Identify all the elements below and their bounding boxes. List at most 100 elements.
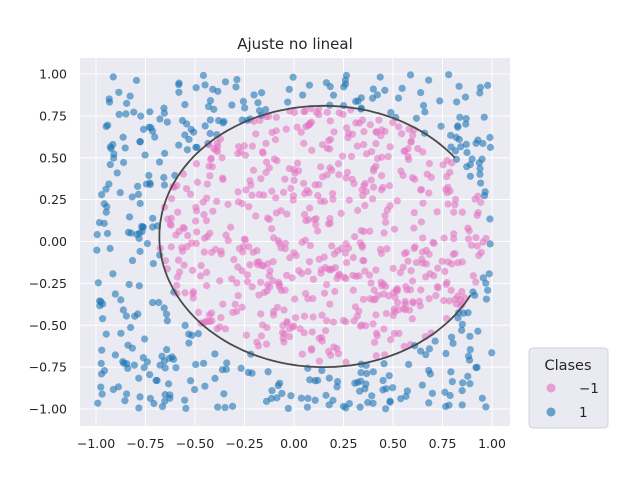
point-class-1 xyxy=(445,71,453,79)
point-class-minus1 xyxy=(271,135,280,144)
point-class-minus1 xyxy=(191,217,200,225)
y-tick-label: 0.50 xyxy=(39,150,67,165)
point-class-1 xyxy=(155,158,164,166)
point-class-1 xyxy=(194,330,202,338)
point-class-minus1 xyxy=(176,268,184,276)
point-class-1 xyxy=(486,240,494,248)
point-class-minus1 xyxy=(217,250,225,258)
point-class-1 xyxy=(398,84,406,92)
point-class-minus1 xyxy=(203,232,211,241)
point-class-minus1 xyxy=(257,175,265,183)
point-class-minus1 xyxy=(192,160,201,168)
point-class-1 xyxy=(188,331,196,339)
point-class-1 xyxy=(146,394,155,403)
point-class-minus1 xyxy=(343,124,351,132)
point-class-minus1 xyxy=(399,263,407,271)
point-class-minus1 xyxy=(457,302,465,310)
point-class-1 xyxy=(447,143,455,151)
point-class-minus1 xyxy=(472,234,480,242)
point-class-1 xyxy=(125,213,134,221)
point-class-minus1 xyxy=(306,204,314,212)
point-class-minus1 xyxy=(259,262,268,270)
point-class-minus1 xyxy=(302,289,310,298)
point-class-1 xyxy=(356,403,364,411)
point-class-minus1 xyxy=(449,250,457,258)
point-class-1 xyxy=(140,364,148,372)
point-class-1 xyxy=(447,131,455,139)
point-class-minus1 xyxy=(425,189,433,197)
y-tick-label: 0.75 xyxy=(39,108,67,123)
point-class-minus1 xyxy=(197,272,205,280)
point-class-1 xyxy=(364,398,372,407)
y-tick-label: −0.50 xyxy=(29,318,67,333)
point-class-minus1 xyxy=(477,198,485,206)
point-class-1 xyxy=(211,374,219,382)
point-class-minus1 xyxy=(469,272,477,280)
point-class-minus1 xyxy=(444,200,452,208)
point-class-1 xyxy=(304,394,312,402)
point-class-1 xyxy=(106,161,114,169)
point-class-1 xyxy=(239,97,248,105)
point-class-minus1 xyxy=(291,169,299,177)
point-class-minus1 xyxy=(369,320,377,328)
point-class-minus1 xyxy=(464,224,472,232)
point-class-minus1 xyxy=(417,286,425,294)
point-class-1 xyxy=(172,364,180,372)
point-class-minus1 xyxy=(351,233,359,241)
point-class-1 xyxy=(199,71,208,80)
point-class-1 xyxy=(223,359,231,367)
point-class-1 xyxy=(325,374,333,382)
point-class-1 xyxy=(163,346,171,354)
legend-marker-minus1 xyxy=(546,383,556,393)
point-class-1 xyxy=(303,403,312,411)
point-class-1 xyxy=(220,390,228,398)
point-class-1 xyxy=(166,394,174,402)
point-class-minus1 xyxy=(209,207,217,215)
point-class-1 xyxy=(206,116,214,124)
point-class-minus1 xyxy=(239,248,247,256)
point-class-minus1 xyxy=(375,116,383,124)
point-class-1 xyxy=(93,246,101,254)
point-class-1 xyxy=(116,189,124,197)
point-class-minus1 xyxy=(269,277,277,285)
point-class-minus1 xyxy=(327,351,335,359)
point-class-1 xyxy=(351,379,359,387)
point-class-minus1 xyxy=(433,208,441,216)
data-points xyxy=(93,71,496,413)
point-class-minus1 xyxy=(193,178,202,186)
point-class-1 xyxy=(425,76,433,84)
point-class-minus1 xyxy=(384,152,392,161)
point-class-minus1 xyxy=(318,311,326,319)
point-class-1 xyxy=(115,110,123,119)
point-class-1 xyxy=(94,279,102,287)
point-class-1 xyxy=(258,89,266,97)
point-class-minus1 xyxy=(342,318,350,326)
point-class-minus1 xyxy=(425,160,433,168)
point-class-minus1 xyxy=(467,241,476,249)
point-class-1 xyxy=(437,122,445,130)
point-class-1 xyxy=(100,367,109,375)
point-class-minus1 xyxy=(301,107,309,115)
point-class-minus1 xyxy=(308,328,316,336)
point-class-minus1 xyxy=(301,189,309,198)
decision-boundary-curve xyxy=(158,104,472,368)
point-class-1 xyxy=(145,171,153,180)
point-class-minus1 xyxy=(290,322,298,330)
point-class-minus1 xyxy=(219,300,227,308)
point-class-minus1 xyxy=(403,286,411,294)
point-class-minus1 xyxy=(272,194,280,202)
point-class-1 xyxy=(124,364,132,373)
point-class-minus1 xyxy=(279,322,287,330)
point-class-1 xyxy=(119,133,127,141)
point-class-minus1 xyxy=(326,117,334,125)
point-class-minus1 xyxy=(229,308,237,317)
point-class-1 xyxy=(322,391,330,399)
point-class-minus1 xyxy=(381,127,389,136)
point-class-minus1 xyxy=(249,166,258,174)
point-class-1 xyxy=(135,404,143,412)
point-class-1 xyxy=(267,394,276,403)
point-class-1 xyxy=(333,377,342,386)
point-class-minus1 xyxy=(317,163,325,171)
point-class-1 xyxy=(306,376,314,384)
point-class-1 xyxy=(357,368,365,377)
